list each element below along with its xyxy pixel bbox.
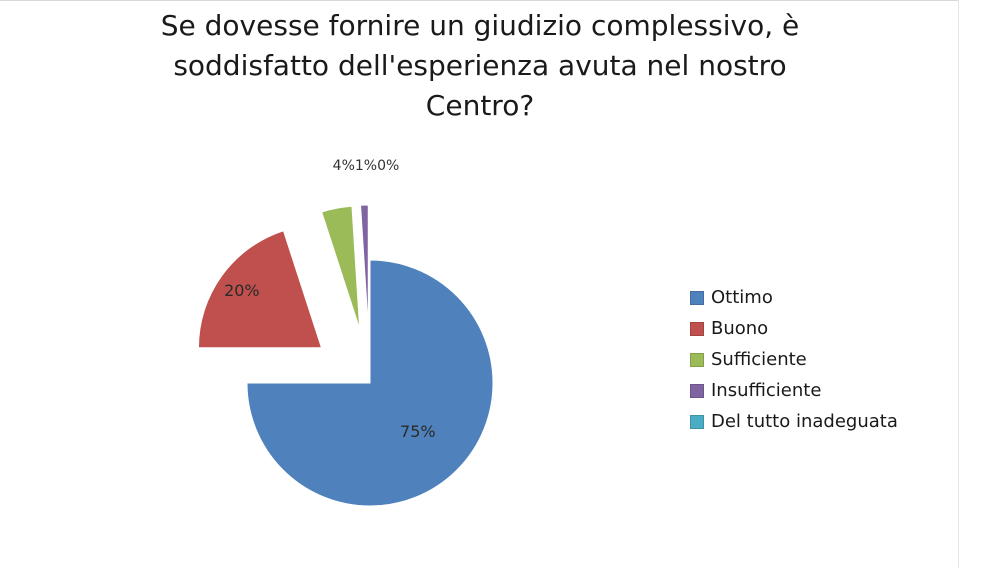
legend-swatch-insufficiente	[690, 383, 704, 398]
data-label-buono: 20%	[224, 281, 260, 300]
legend-item-sufficiente: Sufficiente	[690, 344, 898, 375]
legend-label-buono: Buono	[711, 318, 769, 339]
legend-label-del-tutto-inadeguata: Del tutto inadeguata	[711, 411, 898, 432]
legend-label-insufficiente: Insufficiente	[711, 380, 822, 401]
data-label-ottimo: 75%	[400, 422, 436, 441]
pie-slice-insufficiente	[360, 204, 369, 329]
pie-slice-ottimo	[246, 259, 494, 507]
pie-slice-sufficiente	[321, 205, 361, 330]
legend-label-ottimo: Ottimo	[711, 287, 773, 308]
legend-swatch-ottimo	[690, 290, 704, 305]
right-divider	[958, 0, 959, 568]
legend: Ottimo Buono Sufficiente Insufficiente D…	[690, 282, 898, 437]
legend-swatch-buono	[690, 321, 704, 336]
legend-item-insufficiente: Insufficiente	[690, 375, 898, 406]
chart-title: Se dovesse fornire un giudizio complessi…	[100, 6, 860, 126]
legend-item-buono: Buono	[690, 313, 898, 344]
legend-item-ottimo: Ottimo	[690, 282, 898, 313]
legend-label-sufficiente: Sufficiente	[711, 349, 807, 370]
data-label-small-slices: 4%1%0%	[333, 158, 400, 174]
legend-swatch-sufficiente	[690, 352, 704, 367]
pie-slice-buono	[197, 230, 323, 349]
chart-title-line-2: soddisfatto dell'esperienza avuta nel no…	[173, 49, 787, 82]
chart-title-line-1: Se dovesse fornire un giudizio complessi…	[160, 9, 800, 42]
legend-item-del-tutto-inadeguata: Del tutto inadeguata	[690, 406, 898, 437]
legend-swatch-del-tutto-inadeguata	[690, 414, 704, 429]
top-divider	[0, 0, 958, 1]
chart-title-line-3: Centro?	[425, 89, 535, 122]
